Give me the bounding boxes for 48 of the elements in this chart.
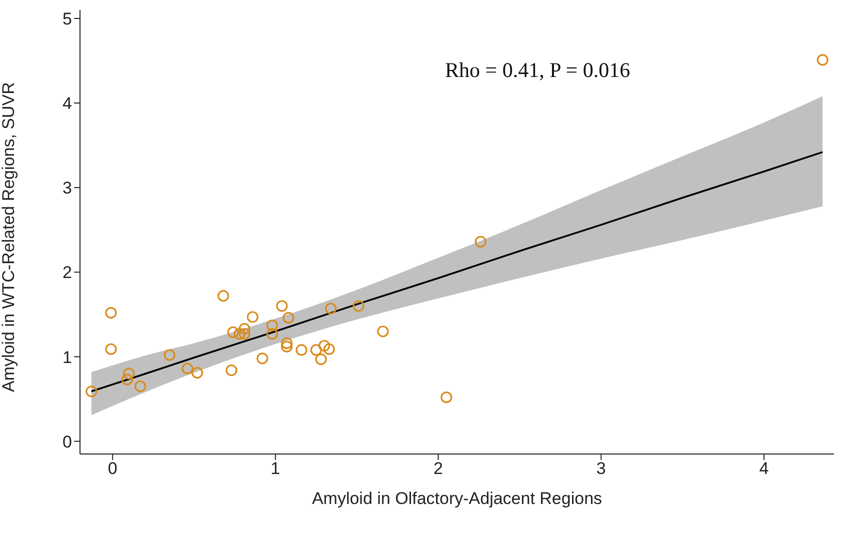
point <box>310 344 322 356</box>
point <box>182 362 194 374</box>
point <box>281 337 293 350</box>
y-tick-label: 3 <box>62 178 72 198</box>
point <box>296 344 308 356</box>
point <box>323 343 335 355</box>
point <box>281 340 293 352</box>
annotation: Rho = 0.41, P = 0.016 <box>445 58 630 83</box>
x-tick-label: 0 <box>108 459 118 478</box>
point <box>276 300 288 312</box>
point <box>134 380 146 392</box>
x-tick-label: 1 <box>270 459 280 478</box>
point <box>246 311 258 323</box>
point <box>191 367 204 379</box>
point <box>315 353 327 366</box>
point <box>266 328 278 340</box>
point <box>105 343 117 355</box>
point <box>266 320 278 332</box>
point <box>324 302 337 314</box>
point <box>227 326 239 338</box>
point <box>121 374 134 386</box>
y-tick-label: 4 <box>62 94 72 114</box>
point <box>474 236 486 248</box>
point <box>238 328 250 340</box>
point <box>105 306 117 319</box>
point <box>164 349 176 361</box>
y-tick-label: 0 <box>62 432 72 452</box>
point <box>234 328 246 340</box>
x-tick-label: 4 <box>759 459 769 478</box>
x-tick-label: 2 <box>434 459 444 478</box>
point <box>226 364 238 376</box>
y-tick-label: 5 <box>62 9 72 28</box>
point <box>256 352 268 364</box>
point <box>282 312 294 324</box>
point <box>218 290 230 302</box>
point <box>238 323 250 335</box>
point <box>123 368 135 380</box>
point <box>86 386 98 398</box>
point <box>352 300 364 312</box>
y-tick-label: 2 <box>62 263 72 282</box>
point <box>377 326 389 338</box>
point <box>816 54 828 66</box>
point <box>440 392 452 404</box>
y-axis-title: Amyloid in WTC-Related Regions, SUVR <box>0 82 18 392</box>
point <box>318 340 330 352</box>
x-tick-label: 3 <box>596 459 606 478</box>
x-axis-title: Amyloid in Olfactory-Adjacent Regions <box>312 489 602 508</box>
y-tick-label: 1 <box>62 348 72 367</box>
